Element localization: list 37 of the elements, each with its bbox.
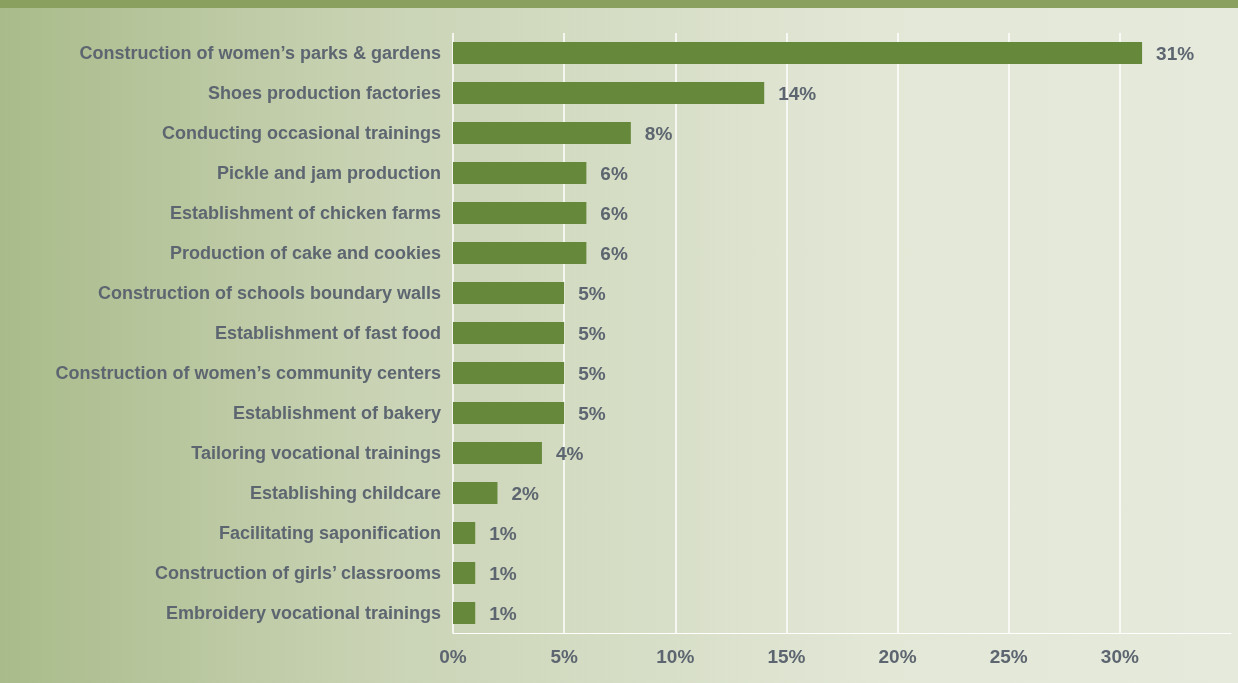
data-label: 6%: [600, 202, 628, 224]
y-tick-label: Construction of schools boundary walls: [97, 283, 441, 303]
x-tick-label: 30%: [1100, 646, 1139, 667]
y-tick-label: Construction of women’s community centers: [55, 363, 441, 383]
data-label: 1%: [489, 562, 517, 584]
x-tick-label: 15%: [767, 646, 806, 667]
data-label: 1%: [489, 602, 517, 624]
x-tick-label: 10%: [656, 646, 695, 667]
y-tick-label: Establishment of fast food: [214, 323, 441, 343]
data-label: 6%: [600, 242, 628, 264]
y-tick-label: Pickle and jam production: [216, 163, 441, 183]
y-tick-label: Establishment of bakery: [232, 403, 441, 423]
y-tick-label: Production of cake and cookies: [169, 243, 441, 263]
data-label: 31%: [1156, 42, 1195, 64]
data-label: 2%: [511, 482, 540, 504]
data-label: 5%: [578, 362, 606, 384]
y-tick-label: Conducting occasional trainings: [161, 123, 441, 143]
y-tick-label: Embroidery vocational trainings: [165, 603, 441, 623]
data-label: 5%: [578, 402, 606, 424]
data-label: 1%: [489, 522, 517, 544]
y-tick-label: Establishing childcare: [249, 483, 441, 503]
y-tick-label: Tailoring vocational trainings: [191, 443, 441, 463]
y-tick-label: Construction of girls’ classrooms: [154, 563, 441, 583]
y-tick-label: Shoes production factories: [207, 83, 441, 103]
data-label: 6%: [600, 162, 628, 184]
data-label: 8%: [644, 122, 673, 144]
x-tick-label: 25%: [989, 646, 1028, 667]
data-label: 5%: [578, 282, 606, 304]
x-tick-label: 0%: [439, 646, 467, 667]
x-tick-label: 20%: [878, 646, 917, 667]
y-tick-label: Establishment of chicken farms: [169, 203, 441, 223]
data-label: 14%: [778, 82, 817, 104]
x-tick-label: 5%: [550, 646, 578, 667]
y-tick-label: Facilitating saponification: [218, 523, 441, 543]
y-tick-label: Construction of women’s parks & gardens: [79, 43, 441, 63]
data-label: 5%: [578, 322, 606, 344]
data-label: 4%: [555, 442, 584, 464]
